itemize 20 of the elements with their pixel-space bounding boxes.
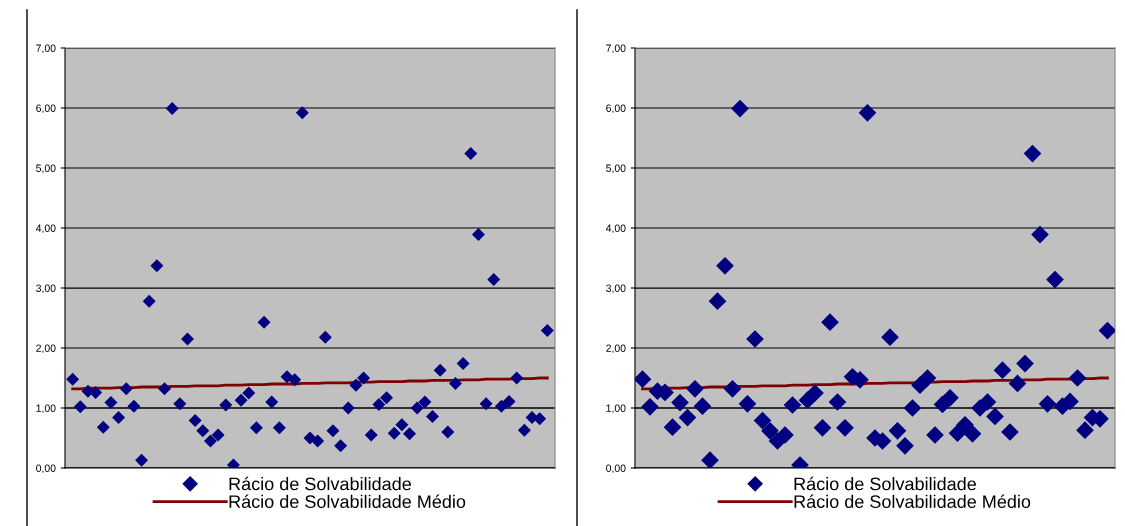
- legend-label: Rácio de Solvabilidade: [229, 476, 411, 491]
- y-tick-label: 1,00: [606, 404, 626, 414]
- y-tick-label: 2,00: [36, 344, 56, 354]
- legend-label: Rácio de Solvabilidade Médio: [229, 494, 466, 509]
- y-tick-label: 4,00: [35, 224, 56, 234]
- y-tick-label: 6,00: [606, 104, 626, 114]
- y-tick-label: 4,00: [605, 224, 626, 234]
- y-tick-label: 5,00: [606, 164, 626, 174]
- y-tick-label: 2,00: [606, 344, 626, 354]
- y-tick-label: 0,00: [606, 464, 626, 474]
- legend-label: Rácio de Solvabilidade Médio: [794, 494, 1031, 509]
- y-tick-label: 6,00: [36, 104, 56, 114]
- y-tick-label: 7,00: [606, 44, 626, 54]
- y-tick-label: 3,00: [606, 284, 626, 294]
- y-tick-label: 7,00: [36, 44, 56, 54]
- y-tick-label: 3,00: [36, 284, 56, 294]
- legend-label: Rácio de Solvabilidade: [794, 476, 976, 491]
- y-tick-label: 1,00: [36, 404, 56, 414]
- y-tick-label: 0,00: [36, 464, 56, 474]
- y-tick-label: 5,00: [36, 164, 56, 174]
